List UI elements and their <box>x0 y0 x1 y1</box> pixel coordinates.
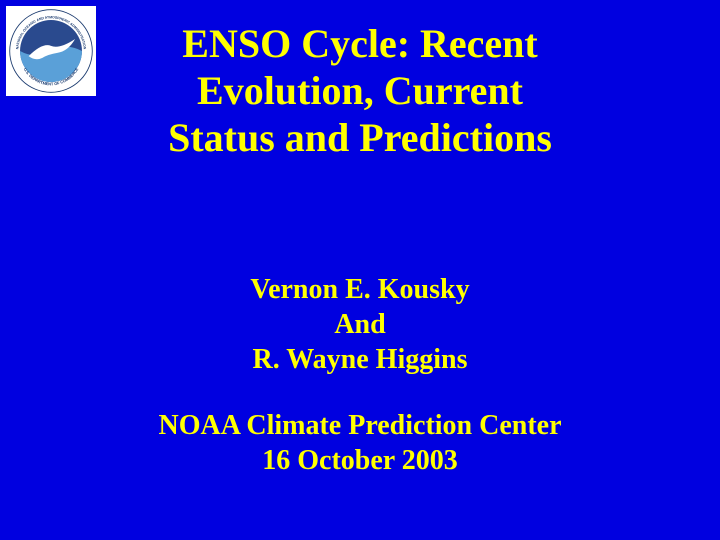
affiliation-line-2: 16 October 2003 <box>0 443 720 478</box>
author-line-2: And <box>0 307 720 342</box>
authors-block: Vernon E. Kousky And R. Wayne Higgins <box>0 272 720 377</box>
title-line-1: ENSO Cycle: Recent <box>120 20 600 67</box>
author-line-3: R. Wayne Higgins <box>0 342 720 377</box>
affiliation-block: NOAA Climate Prediction Center 16 Octobe… <box>0 408 720 478</box>
title-line-3: Status and Predictions <box>120 114 600 161</box>
slide-title: ENSO Cycle: Recent Evolution, Current St… <box>120 20 600 162</box>
author-line-1: Vernon E. Kousky <box>0 272 720 307</box>
noaa-logo-icon: NATIONAL OCEANIC AND ATMOSPHERIC ADMINIS… <box>8 8 94 94</box>
noaa-logo: NATIONAL OCEANIC AND ATMOSPHERIC ADMINIS… <box>6 6 96 96</box>
affiliation-line-1: NOAA Climate Prediction Center <box>0 408 720 443</box>
title-line-2: Evolution, Current <box>120 67 600 114</box>
